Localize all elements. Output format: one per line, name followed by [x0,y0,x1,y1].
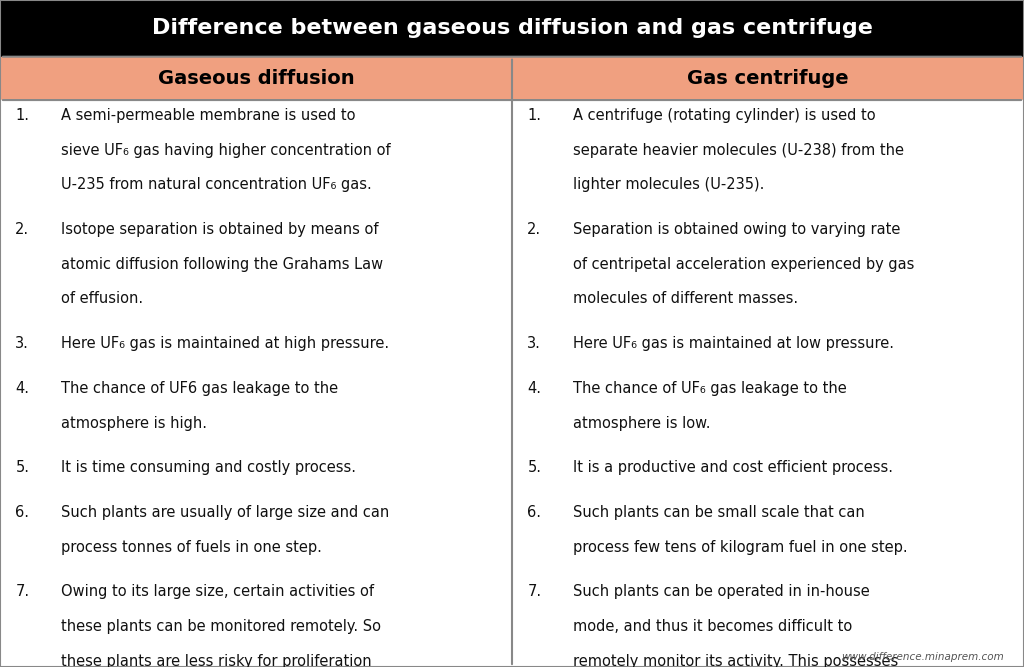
Text: 6.: 6. [15,505,30,520]
Text: Such plants are usually of large size and can: Such plants are usually of large size an… [61,505,390,520]
Text: Isotope separation is obtained by means of: Isotope separation is obtained by means … [61,222,379,237]
Text: 5.: 5. [15,460,30,475]
Text: of effusion.: of effusion. [61,291,143,306]
Text: atmosphere is low.: atmosphere is low. [573,416,711,430]
Text: Difference between gaseous diffusion and gas centrifuge: Difference between gaseous diffusion and… [152,19,872,38]
Text: 4.: 4. [527,381,542,396]
Text: Owing to its large size, certain activities of: Owing to its large size, certain activit… [61,584,375,599]
Bar [0,100,1024,667]
Text: Here UF₆ gas is maintained at low pressure.: Here UF₆ gas is maintained at low pressu… [573,336,894,351]
Text: 2.: 2. [527,222,542,237]
Text: of centripetal acceleration experienced by gas: of centripetal acceleration experienced … [573,257,914,271]
Text: molecules of different masses.: molecules of different masses. [573,291,799,306]
Text: lighter molecules (U-235).: lighter molecules (U-235). [573,177,765,192]
Text: The chance of UF6 gas leakage to the: The chance of UF6 gas leakage to the [61,381,339,396]
Text: atmosphere is high.: atmosphere is high. [61,416,208,430]
Text: A centrifuge (rotating cylinder) is used to: A centrifuge (rotating cylinder) is used… [573,108,877,123]
Text: Here UF₆ gas is maintained at high pressure.: Here UF₆ gas is maintained at high press… [61,336,389,351]
Text: remotely monitor its activity. This possesses: remotely monitor its activity. This poss… [573,654,899,667]
Text: Such plants can be operated in in-house: Such plants can be operated in in-house [573,584,870,599]
Text: Separation is obtained owing to varying rate: Separation is obtained owing to varying … [573,222,901,237]
Text: U-235 from natural concentration UF₆ gas.: U-235 from natural concentration UF₆ gas… [61,177,372,192]
Text: process few tens of kilogram fuel in one step.: process few tens of kilogram fuel in one… [573,540,908,554]
Text: these plants are less risky for proliferation: these plants are less risky for prolifer… [61,654,372,667]
Text: 1.: 1. [15,108,30,123]
Text: 4.: 4. [15,381,30,396]
Text: The chance of UF₆ gas leakage to the: The chance of UF₆ gas leakage to the [573,381,847,396]
Text: separate heavier molecules (U-238) from the: separate heavier molecules (U-238) from … [573,143,904,157]
Text: 1.: 1. [527,108,542,123]
Text: mode, and thus it becomes difficult to: mode, and thus it becomes difficult to [573,619,853,634]
Text: www.difference.minaprem.com: www.difference.minaprem.com [841,652,1004,662]
Text: 3.: 3. [15,336,30,351]
Text: atomic diffusion following the Grahams Law: atomic diffusion following the Grahams L… [61,257,384,271]
Text: A semi-permeable membrane is used to: A semi-permeable membrane is used to [61,108,356,123]
Text: process tonnes of fuels in one step.: process tonnes of fuels in one step. [61,540,323,554]
Text: 7.: 7. [15,584,30,599]
Text: these plants can be monitored remotely. So: these plants can be monitored remotely. … [61,619,381,634]
Text: Such plants can be small scale that can: Such plants can be small scale that can [573,505,865,520]
Text: 6.: 6. [527,505,542,520]
Text: 2.: 2. [15,222,30,237]
Text: It is a productive and cost efficient process.: It is a productive and cost efficient pr… [573,460,893,475]
Text: 5.: 5. [527,460,542,475]
Text: Gas centrifuge: Gas centrifuge [687,69,849,88]
Text: Gaseous diffusion: Gaseous diffusion [158,69,354,88]
Text: It is time consuming and costly process.: It is time consuming and costly process. [61,460,356,475]
Text: sieve UF₆ gas having higher concentration of: sieve UF₆ gas having higher concentratio… [61,143,391,157]
Bar [0,0,1024,57]
Bar [0,57,1024,100]
Text: 3.: 3. [527,336,542,351]
Text: 7.: 7. [527,584,542,599]
